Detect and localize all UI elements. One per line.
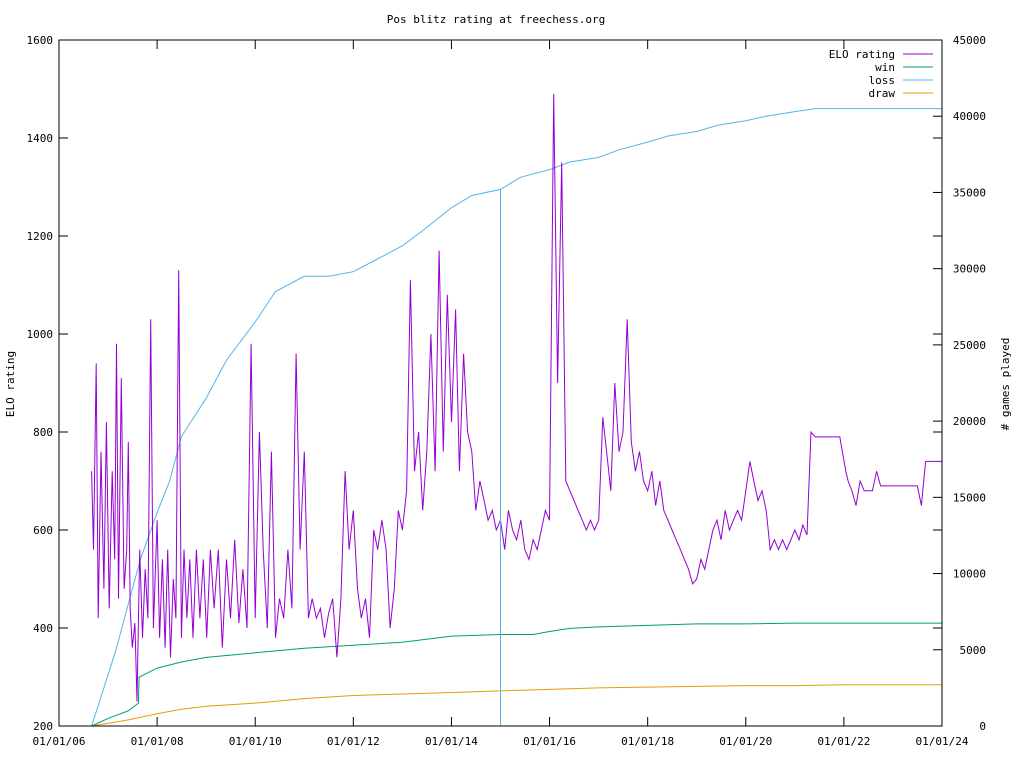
y-tick-label: 200 <box>33 720 53 733</box>
x-tick-label: 01/01/08 <box>131 735 184 748</box>
y2-tick-label: 25000 <box>953 339 986 352</box>
x-tick-label: 01/01/24 <box>916 735 969 748</box>
series-line-win <box>91 622 942 727</box>
y-tick-label: 1000 <box>27 328 54 341</box>
y2-tick-label: 40000 <box>953 110 986 123</box>
legend-label: draw <box>869 87 896 100</box>
x-tick-label: 01/01/06 <box>33 735 86 748</box>
y-tick-label: 400 <box>33 622 53 635</box>
y2-tick-label: 10000 <box>953 568 986 581</box>
x-tick-label: 01/01/16 <box>523 735 576 748</box>
y-tick-label: 1600 <box>27 34 54 47</box>
y2-tick-label: 15000 <box>953 491 986 504</box>
y2-axis-label: # games played <box>999 338 1012 431</box>
plot-frame <box>58 39 943 727</box>
y2-tick-label: 20000 <box>953 415 986 428</box>
y-tick-label: 800 <box>33 426 53 439</box>
x-tick-label: 01/01/20 <box>719 735 772 748</box>
x-tick-label: 01/01/22 <box>817 735 870 748</box>
legend-label: loss <box>869 74 896 87</box>
y-tick-label: 600 <box>33 524 53 537</box>
y2-tick-label: 5000 <box>960 644 987 657</box>
x-tick-label: 01/01/12 <box>327 735 380 748</box>
y2-tick-label: 30000 <box>953 263 986 276</box>
x-tick-label: 01/01/18 <box>621 735 674 748</box>
series-line-loss <box>91 108 942 727</box>
y2-tick-label: 0 <box>979 720 986 733</box>
x-tick-label: 01/01/10 <box>229 735 282 748</box>
chart-title: Pos blitz rating at freechess.org <box>387 13 606 26</box>
legend-label: win <box>875 61 895 74</box>
y2-tick-label: 35000 <box>953 186 986 199</box>
y-tick-label: 1400 <box>27 132 54 145</box>
ticks-layer: 200 400 600 800 1000 1200 1400 1600 0 5000 10000 15… <box>27 34 987 748</box>
legend-label: ELO rating <box>829 48 895 61</box>
y-axis-label: ELO rating <box>4 351 17 417</box>
y-tick-label: 1200 <box>27 230 54 243</box>
x-tick-label: 01/01/14 <box>425 735 478 748</box>
y2-tick-label: 45000 <box>953 34 986 47</box>
series-layer <box>91 93 942 727</box>
series-line-elo-rating <box>91 93 942 702</box>
series-line-draw <box>91 684 942 727</box>
